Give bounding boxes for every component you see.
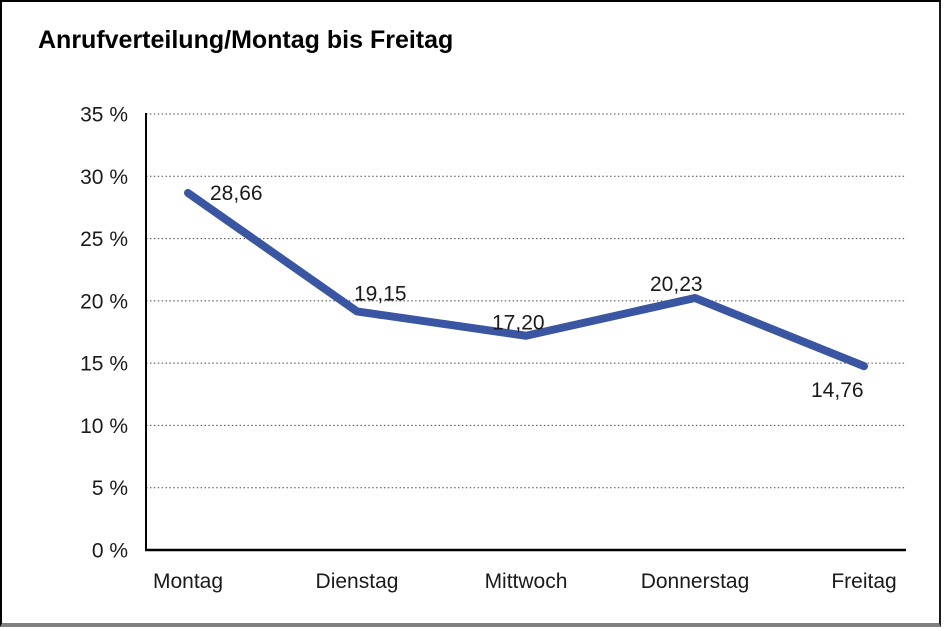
x-category-label: Mittwoch	[485, 570, 568, 593]
data-point-label: 14,76	[811, 379, 864, 402]
data-point-label: 20,23	[650, 273, 703, 296]
y-tick-label: 15 %	[80, 353, 128, 376]
data-point-label: 19,15	[354, 282, 407, 305]
x-category-label: Freitag	[831, 570, 896, 593]
y-tick-label: 10 %	[80, 415, 128, 438]
y-tick-label: 5 %	[92, 477, 128, 500]
chart-title: Anrufverteilung/Montag bis Freitag	[38, 26, 454, 54]
y-tick-label: 35 %	[80, 104, 128, 127]
y-tick-label: 20 %	[80, 290, 128, 313]
x-category-label: Montag	[153, 570, 223, 593]
x-category-label: Dienstag	[316, 570, 399, 593]
data-point-label: 17,20	[492, 312, 545, 335]
x-category-label: Donnerstag	[641, 570, 750, 593]
data-line	[184, 188, 868, 371]
y-tick-label: 25 %	[80, 228, 128, 251]
y-tick-label: 0 %	[92, 540, 128, 563]
y-tick-label: 30 %	[80, 166, 128, 189]
data-point-label: 28,66	[210, 182, 263, 205]
